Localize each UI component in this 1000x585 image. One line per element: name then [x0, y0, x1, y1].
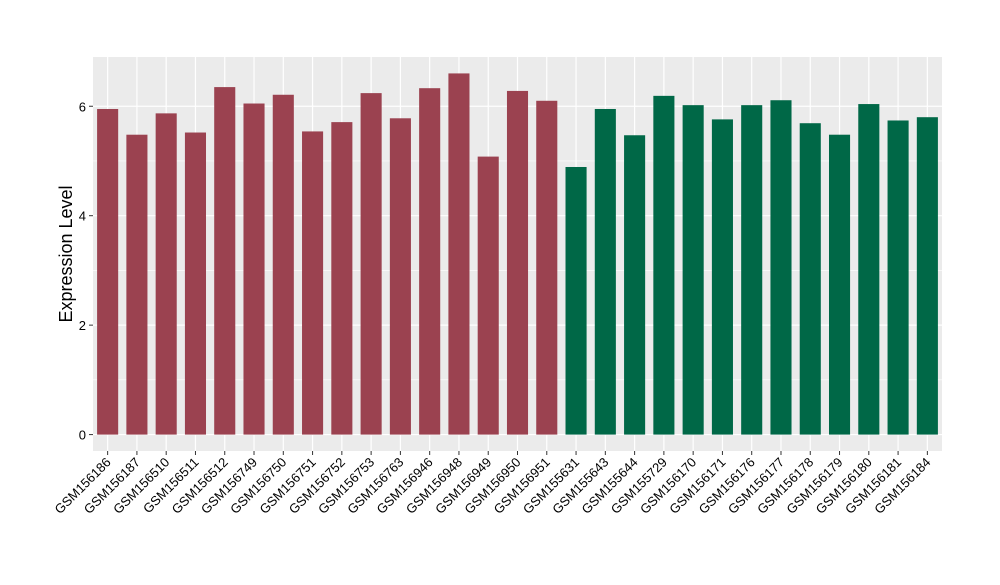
bar-GSM156187 [126, 134, 148, 435]
bar-GSM156946 [419, 88, 441, 435]
bar-GSM156753 [360, 93, 382, 435]
y-tick-label: 6 [79, 99, 86, 114]
bar-GSM156951 [536, 100, 558, 435]
bar-GSM156511 [184, 132, 207, 435]
bar-GSM156948 [448, 73, 470, 435]
bar-GSM155644 [624, 135, 646, 435]
bars [97, 73, 938, 435]
x-axis: GSM156186GSM156187GSM156510GSM156511GSM1… [52, 451, 933, 517]
y-tick-label: 4 [79, 209, 86, 224]
y-axis: 0 2 4 6 [79, 99, 93, 443]
bar-GSM156749 [243, 103, 265, 435]
bar-GSM156170 [682, 105, 704, 435]
bar-GSM156510 [155, 113, 177, 435]
bar-GSM155631 [565, 166, 587, 435]
bar-GSM156176 [741, 105, 763, 435]
bar-GSM156752 [331, 122, 353, 435]
y-tick-label: 2 [79, 318, 86, 333]
bar-GSM156949 [477, 156, 499, 435]
bar-GSM156186 [97, 108, 119, 435]
bar-GSM156763 [389, 118, 411, 435]
bar-GSM155729 [653, 95, 675, 435]
bar-GSM156751 [302, 131, 324, 435]
bar-GSM156180 [858, 104, 880, 435]
y-axis-label: Expression Level [56, 185, 76, 322]
bar-GSM156750 [272, 94, 294, 435]
bar-GSM156171 [711, 119, 733, 435]
bar-GSM156178 [799, 123, 821, 435]
bar-GSM156181 [887, 120, 909, 435]
bar-GSM155643 [594, 108, 616, 435]
y-tick-label: 0 [79, 428, 86, 443]
bar-GSM156179 [828, 134, 851, 435]
bar-GSM156184 [916, 117, 938, 435]
bar-GSM156177 [770, 100, 792, 435]
bar-GSM156512 [214, 87, 236, 435]
bar-GSM156950 [506, 90, 529, 435]
